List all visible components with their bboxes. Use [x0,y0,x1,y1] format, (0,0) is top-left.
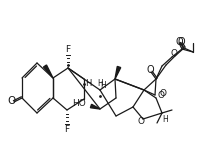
Text: HO: HO [72,99,86,109]
Text: H: H [162,116,168,125]
Text: O: O [7,96,15,106]
Text: H: H [97,80,103,89]
Text: F: F [64,125,70,133]
Text: O: O [146,65,154,75]
Text: O: O [138,117,144,126]
Text: F: F [65,45,71,54]
Text: O: O [159,89,166,98]
Text: O: O [177,37,185,47]
Text: O: O [158,90,165,99]
Polygon shape [115,79,144,90]
Polygon shape [115,67,121,79]
Text: H: H [85,80,91,89]
Text: O: O [171,49,178,58]
Polygon shape [90,104,100,109]
Polygon shape [44,65,53,78]
Text: H: H [100,82,106,90]
Text: O: O [175,37,183,47]
